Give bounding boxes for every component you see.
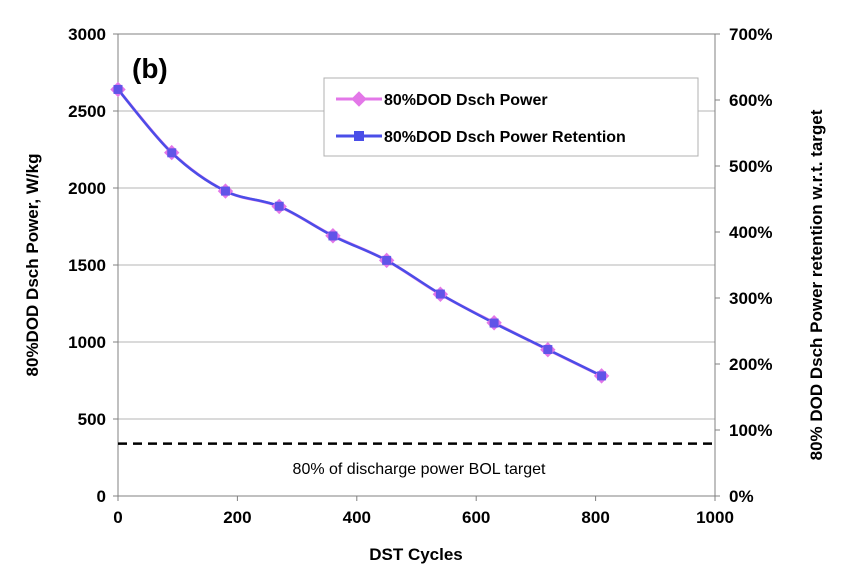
y2-tick-label: 400% [729,223,772,242]
legend-label-retention: 80%DOD Dsch Power Retention [384,129,626,146]
y-tick-label: 500 [78,410,106,429]
y2-tick-label: 700% [729,25,772,44]
reference-line-label: 80% of discharge power BOL target [293,461,546,478]
x-tick-label: 0 [113,508,122,527]
x-tick-label: 600 [462,508,490,527]
data-point-retention [167,148,177,158]
y2-tick-label: 300% [729,289,772,308]
y2-tick-label: 500% [729,157,772,176]
x-tick-label: 400 [343,508,371,527]
axes [113,33,720,501]
data-point-retention [543,344,553,354]
data-point-retention [220,186,230,196]
data-point-retention [597,371,607,381]
y-tick-label: 1500 [68,256,106,275]
legend-marker-retention [354,131,364,141]
data-markers [110,81,610,384]
legend-box [323,77,699,157]
legend-entry-retention: 80%DOD Dsch Power Retention [336,129,626,146]
legend-marker-power [351,91,367,107]
y-tick-label: 2500 [68,102,106,121]
data-point-retention [489,318,499,328]
series-lines [116,88,603,378]
y2-tick-label: 600% [729,91,772,110]
y-tick-label: 3000 [68,25,106,44]
y2-tick-label: 100% [729,421,772,440]
legend-entry-power: 80%DOD Dsch Power [336,91,548,109]
x-tick-label: 800 [581,508,609,527]
legend: 80%DOD Dsch Power 80%DOD Dsch Power Rete… [323,77,699,157]
y-tick-label: 1000 [68,333,106,352]
data-point-retention [382,255,392,265]
y2-tick-label: 0% [729,487,754,506]
legend-label-power: 80%DOD Dsch Power [384,92,548,109]
y-axis-title: 80%DOD Dsch Power, W/kg [23,154,42,377]
y2-tick-label: 200% [729,355,772,374]
data-point-retention [274,201,284,211]
x-axis-title: DST Cycles [369,545,463,564]
tick-labels: 0500100015002000250030000%100%200%300%40… [68,25,772,527]
data-point-retention [328,231,338,241]
y-tick-label: 0 [97,487,106,506]
panel-label: (b) [132,53,168,84]
x-tick-label: 1000 [696,508,734,527]
x-tick-label: 200 [223,508,251,527]
y2-axis-title: 80% DOD Dsch Power retention w.r.t. targ… [807,109,826,460]
data-point-retention [435,289,445,299]
data-point-retention [113,84,123,94]
series-line-retention [117,88,603,378]
y-tick-label: 2000 [68,179,106,198]
